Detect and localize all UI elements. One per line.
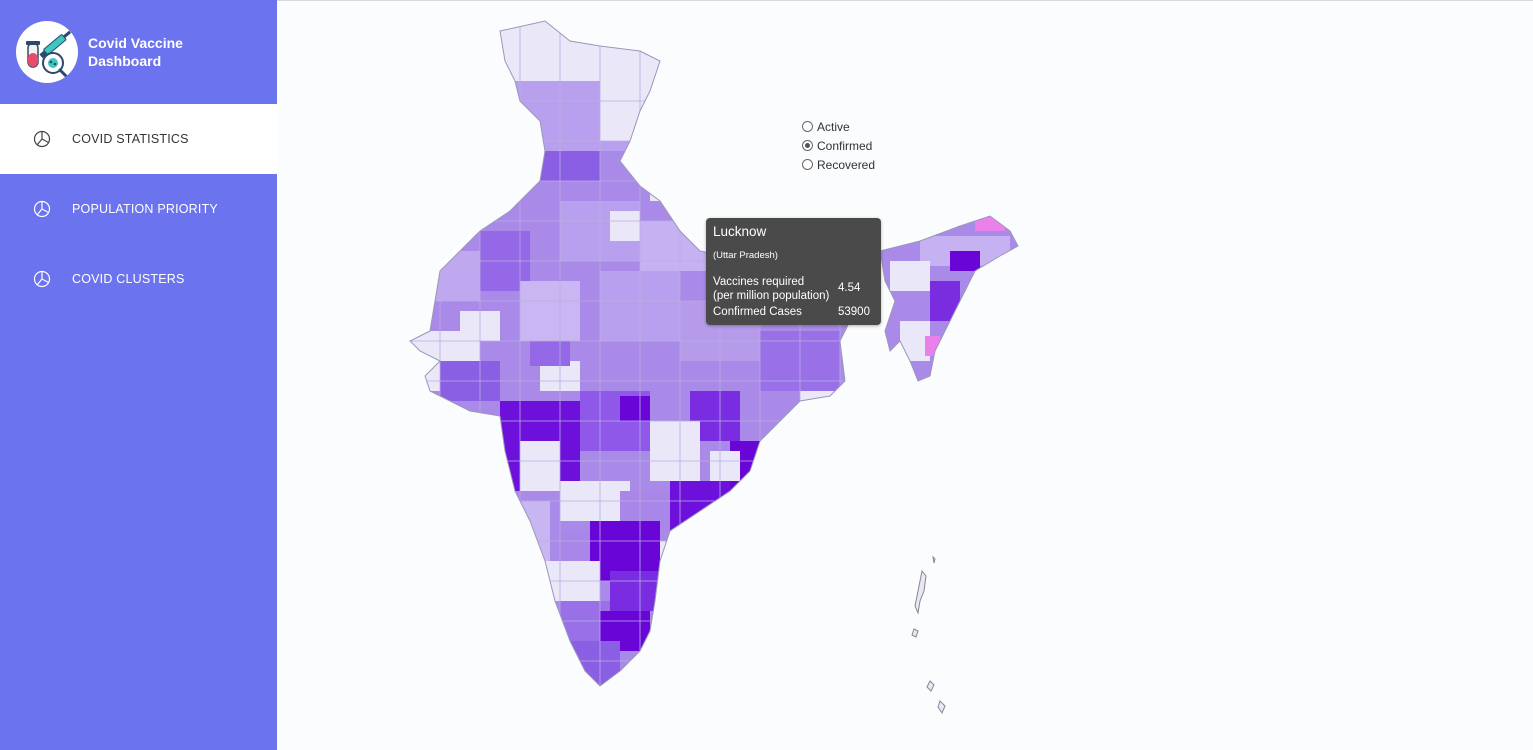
tooltip-cases-label: Confirmed Cases [713, 306, 802, 318]
map-panel: Active Confirmed Recovered Lucknow (Utta… [277, 0, 1533, 750]
sidebar-item-label: POPULATION PRIORITY [72, 202, 218, 216]
vaccine-logo-icon [16, 21, 78, 83]
radio-option-confirmed[interactable]: Confirmed [802, 136, 875, 155]
tooltip-vaccines-label-line1: Vaccines required [713, 276, 805, 288]
metric-radio-group: Active Confirmed Recovered [802, 117, 875, 174]
radio-option-recovered[interactable]: Recovered [802, 155, 875, 174]
radio-button[interactable] [802, 159, 813, 170]
india-district-map[interactable] [277, 1, 1533, 750]
sidebar-item-label: COVID STATISTICS [72, 132, 189, 146]
sidebar-item-covid-statistics[interactable]: COVID STATISTICS [0, 104, 277, 174]
radio-option-active[interactable]: Active [802, 117, 875, 136]
sidebar-item-label: COVID CLUSTERS [72, 272, 185, 286]
radio-label: Active [817, 119, 850, 134]
sidebar-item-covid-clusters[interactable]: COVID CLUSTERS [0, 244, 277, 314]
tooltip-cases-value: 53900 [838, 306, 870, 318]
pie-chart-icon [33, 130, 51, 148]
brand-header: Covid Vaccine Dashboard [0, 0, 277, 104]
tooltip-vaccines-value: 4.54 [838, 282, 861, 294]
pie-chart-icon [33, 200, 51, 218]
district-tooltip: Lucknow (Uttar Pradesh) Vaccines require… [706, 218, 881, 325]
app-title: Covid Vaccine Dashboard [88, 34, 218, 70]
radio-label: Recovered [817, 157, 876, 172]
sidebar: Covid Vaccine Dashboard COVID STATISTICS… [0, 0, 277, 750]
radio-label: Confirmed [817, 138, 873, 153]
pie-chart-icon [33, 270, 51, 288]
sidebar-item-population-priority[interactable]: POPULATION PRIORITY [0, 174, 277, 244]
radio-button[interactable] [802, 121, 813, 132]
tooltip-vaccines-label-line2: (per million population) [713, 290, 830, 302]
app-title-line2: Dashboard [88, 53, 162, 69]
radio-button-selected[interactable] [802, 140, 813, 151]
tooltip-state-name: (Uttar Pradesh) [713, 250, 778, 261]
app-title-line1: Covid Vaccine [88, 35, 183, 51]
tooltip-vaccines-label: Vaccines required (per million populatio… [713, 275, 829, 303]
tooltip-district-name: Lucknow [713, 224, 767, 239]
